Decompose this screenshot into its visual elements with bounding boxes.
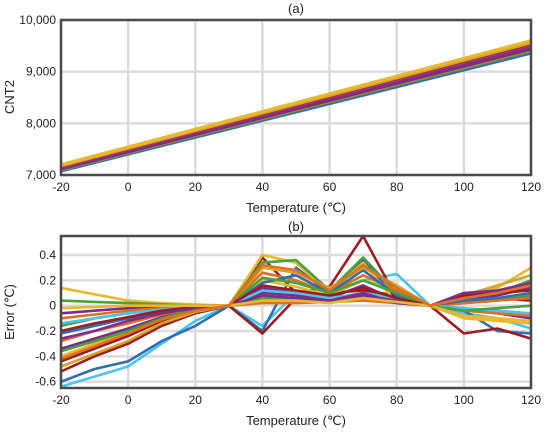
y-tick-label: 7,000: [26, 168, 56, 182]
y-tick-label: 10,000: [19, 13, 56, 27]
y-tick-label: -0.2: [35, 324, 56, 338]
x-tick-label: 40: [256, 180, 270, 194]
y-tick-label: 9,000: [26, 65, 56, 79]
x-tick-label: -20: [52, 393, 70, 407]
panel-b-y-ticks: -0.6 -0.4 -0.2 0 0.2 0.4: [35, 248, 56, 389]
series-line-17: [60, 281, 532, 340]
x-tick-label: 60: [323, 180, 337, 194]
panel-a-x-ticks: -20 0 20 40 60 80 100 120: [52, 180, 541, 194]
series-line-19: [60, 263, 532, 361]
panel-b-x-label: Temperature (℃): [246, 413, 346, 428]
panel-b-y-label: Error (℃): [2, 284, 17, 340]
y-tick-label: 0.4: [39, 248, 56, 262]
series-line-13: [60, 289, 532, 325]
x-tick-label: -20: [52, 180, 70, 194]
x-tick-label: 80: [390, 180, 404, 194]
series-line-10: [60, 271, 532, 343]
panel-b-x-ticks: -20 0 20 40 60 80 100 120: [52, 393, 541, 407]
y-tick-label: 8,000: [26, 116, 56, 130]
y-tick-label: 0: [49, 299, 56, 313]
panel-a-frame: [59, 18, 533, 177]
panel-b-series: [60, 234, 532, 388]
x-tick-label: 20: [189, 180, 203, 194]
x-tick-label: 0: [125, 180, 132, 194]
y-tick-label: -0.4: [35, 349, 56, 363]
x-tick-label: 100: [454, 180, 474, 194]
series-line-18: [60, 296, 532, 323]
panel-b-title: (b): [288, 219, 304, 234]
series-line-15: [60, 276, 532, 353]
panel-a-y-label: CNT2: [2, 80, 17, 114]
panel-a-x-label: Temperature (℃): [246, 200, 346, 215]
y-tick-label: -0.6: [35, 375, 56, 389]
panel-a-title: (a): [288, 1, 304, 16]
x-tick-label: 80: [390, 393, 404, 407]
panel-b-frame: [59, 234, 533, 390]
x-tick-label: 40: [256, 393, 270, 407]
panel-a-series: [60, 39, 532, 173]
x-tick-label: 20: [189, 393, 203, 407]
panel-a-y-ticks: 7,000 8,000 9,000 10,000: [19, 13, 56, 182]
x-tick-label: 0: [125, 393, 132, 407]
series-line-10: [60, 39, 532, 167]
x-tick-label: 120: [521, 180, 541, 194]
panel-b: (b) -20 0 20 40 60 80 100 120 -0.6 -0.4 -0.2 0 0.2 0…: [2, 219, 541, 428]
x-tick-label: 120: [521, 393, 541, 407]
x-tick-label: 100: [454, 393, 474, 407]
y-tick-label: 0.2: [39, 273, 56, 287]
x-tick-label: 60: [323, 393, 337, 407]
panel-a: (a) -20 0 20 40 60 80 100 120 7,000 8,000 9,000 10…: [2, 1, 541, 215]
series-line-16: [60, 284, 532, 333]
